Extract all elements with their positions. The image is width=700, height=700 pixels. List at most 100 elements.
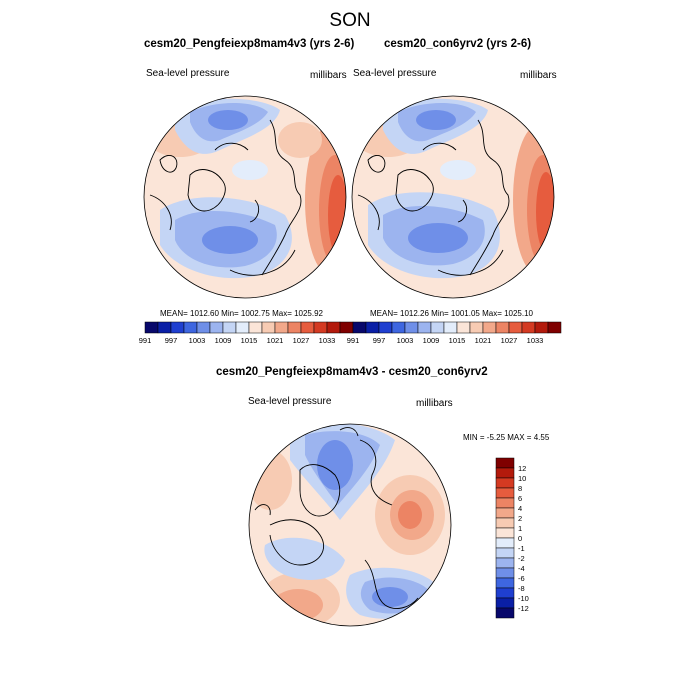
colorbar-box (495, 517, 515, 529)
colorbar-box (248, 321, 263, 334)
colorbar-box (326, 321, 341, 334)
colorbar-box (495, 567, 515, 579)
colorbar-tick-label: 991 (347, 336, 360, 345)
colorbar-box (521, 321, 536, 334)
colorbar-box (495, 557, 515, 569)
colorbar-box (508, 321, 523, 334)
panel3-units: millibars (416, 398, 453, 409)
panel1-left-label: Sea-level pressure (146, 68, 230, 79)
panel3-left-label: Sea-level pressure (248, 396, 332, 407)
colorbar-tick-label: 1 (518, 524, 522, 533)
colorbar-box (287, 321, 302, 334)
coastlines-1 (149, 119, 302, 276)
colorbar-tick-label: 8 (518, 484, 522, 493)
coastlines-2 (357, 119, 510, 276)
colorbar-box (144, 321, 159, 334)
colorbar-top-right: 991 997 1003 1009 1015 1021 1027 1033 (347, 321, 562, 345)
colorbar-box (443, 321, 458, 334)
colorbar-tick-label: 6 (518, 494, 522, 503)
colorbar-tick-label: 0 (518, 534, 522, 543)
colorbar-tick-label: 1009 (423, 336, 440, 345)
panel3-minmax: MIN = -5.25 MAX = 4.55 (463, 433, 550, 442)
colorbar-box (404, 321, 419, 334)
colorbar-box (495, 467, 515, 479)
colorbar-box (495, 577, 515, 589)
colorbar-tick-label: 2 (518, 514, 522, 523)
colorbar-box (534, 321, 549, 334)
colorbar-box (469, 321, 484, 334)
colorbar-tick-label: -6 (518, 574, 525, 583)
colorbar-tick-label: 1009 (215, 336, 232, 345)
colorbar-top-left: 991 997 1003 1009 1015 1021 1027 1033 (139, 321, 354, 345)
colorbar-box (547, 321, 562, 334)
colorbar-tick-label: 1027 (293, 336, 310, 345)
colorbar-box (417, 321, 432, 334)
colorbar-box (495, 547, 515, 559)
colorbar-box (222, 321, 237, 334)
colorbar-box (378, 321, 393, 334)
panel1-stats: MEAN= 1012.60 Min= 1002.75 Max= 1025.92 (160, 309, 323, 318)
colorbar-tick-label: -2 (518, 554, 525, 563)
colorbar-box (456, 321, 471, 334)
colorbar-box (482, 321, 497, 334)
panel2-left-label: Sea-level pressure (353, 68, 437, 79)
colorbar-box (495, 477, 515, 489)
colorbar-box (300, 321, 315, 334)
colorbar-box (365, 321, 380, 334)
colorbar-box (313, 321, 328, 334)
panel3-title: cesm20_Pengfeiexp8mam4v3 - cesm20_con6yr… (216, 366, 488, 378)
colorbar-tick-label: 997 (165, 336, 178, 345)
colorbar-tick-label: 1021 (475, 336, 492, 345)
colorbar-tick-label: 997 (373, 336, 386, 345)
colorbar-tick-label: 1033 (527, 336, 544, 345)
colorbar-box (339, 321, 354, 334)
map-panel-3 (249, 424, 451, 626)
colorbar-box (495, 497, 515, 509)
colorbar-tick-label: 1015 (449, 336, 466, 345)
colorbar-tick-label: 10 (518, 474, 526, 483)
colorbar-tick-label: 1027 (501, 336, 518, 345)
map-panel-2 (352, 96, 554, 298)
colorbar-box (170, 321, 185, 334)
panel1-title: cesm20_Pengfeiexp8mam4v3 (yrs 2-6) (144, 38, 355, 50)
colorbar-box (495, 527, 515, 539)
colorbar-tick-label: 991 (139, 336, 152, 345)
colorbar-box (274, 321, 289, 334)
colorbar-box (209, 321, 224, 334)
colorbar-tick-label: -10 (518, 594, 529, 603)
colorbar-tick-label: -4 (518, 564, 525, 573)
colorbar-box (495, 537, 515, 549)
colorbar-tick-label: -1 (518, 544, 525, 553)
colorbar-box (196, 321, 211, 334)
colorbar-box (391, 321, 406, 334)
colorbar-box (495, 607, 515, 619)
colorbar-tick-label: 1003 (397, 336, 414, 345)
colorbar-tick-label: 12 (518, 464, 526, 473)
colorbar-box (430, 321, 445, 334)
panel1-units: millibars (310, 70, 347, 81)
colorbar-tick-label: 4 (518, 504, 522, 513)
colorbar-tick-label: -12 (518, 604, 529, 613)
coastlines-3 (254, 427, 419, 609)
colorbar-box (495, 597, 515, 609)
colorbar-tick-label: 1003 (189, 336, 206, 345)
colorbar-tick-label: 1021 (267, 336, 284, 345)
figure-title: SON (329, 10, 371, 31)
panel2-title: cesm20_con6yrv2 (yrs 2-6) (384, 38, 532, 50)
colorbar-box (352, 321, 367, 334)
colorbar-box (261, 321, 276, 334)
colorbar-box (495, 457, 515, 469)
colorbar-box (157, 321, 172, 334)
panel2-units: millibars (520, 70, 557, 81)
colorbar-box (495, 507, 515, 519)
colorbar-tick-label: 1033 (319, 336, 336, 345)
colorbar-box (495, 321, 510, 334)
colorbar-box (235, 321, 250, 334)
colorbar-tick-label: -8 (518, 584, 525, 593)
colorbar-box (183, 321, 198, 334)
panel2-stats: MEAN= 1012.26 Min= 1001.05 Max= 1025.10 (370, 309, 533, 318)
colorbar-box (495, 587, 515, 599)
colorbar-box (495, 487, 515, 499)
